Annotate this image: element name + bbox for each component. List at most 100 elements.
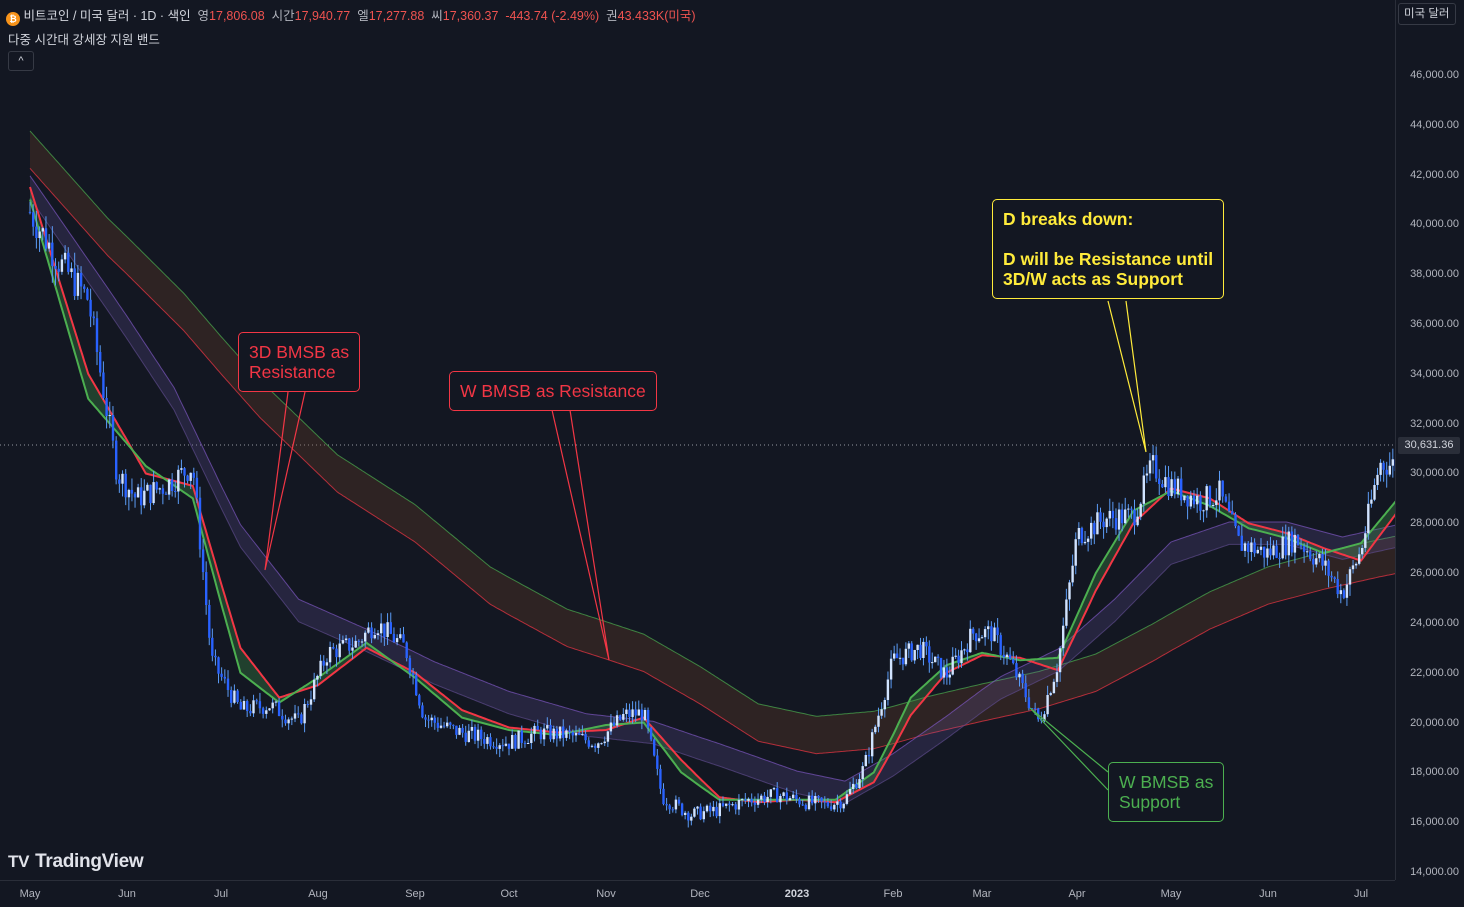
candle-body xyxy=(465,733,467,742)
candle-body xyxy=(80,273,82,287)
candle-body xyxy=(468,731,470,742)
candle-body xyxy=(975,634,977,642)
candle-body xyxy=(143,491,145,506)
candle-body xyxy=(51,243,53,266)
candle-body xyxy=(517,731,519,749)
candle-body xyxy=(524,743,526,744)
candle-body xyxy=(928,646,930,662)
candle-body xyxy=(1143,476,1145,504)
candle-body xyxy=(1081,528,1083,543)
candle-body xyxy=(533,726,535,734)
candle-body xyxy=(495,747,497,749)
candle-body xyxy=(858,779,860,788)
candle-body xyxy=(940,658,942,678)
candle-body xyxy=(471,727,473,731)
candle-body xyxy=(146,485,148,491)
indicator-title[interactable]: 다중 시간대 강세장 지원 밴드 xyxy=(8,29,160,48)
candle-body xyxy=(1386,470,1388,475)
candle-body xyxy=(610,723,612,732)
candle-body xyxy=(211,638,213,656)
candle-body xyxy=(217,657,219,673)
candle-body xyxy=(1352,565,1354,569)
chevron-up-icon[interactable]: ^ xyxy=(8,51,34,71)
candle-body xyxy=(70,268,72,272)
time-axis-label: Dec xyxy=(690,888,710,900)
candle-body xyxy=(345,639,347,641)
candle-body xyxy=(443,726,445,727)
symbol-title[interactable]: 비트코인 / 미국 달러 · 1D · 색인 xyxy=(23,9,190,23)
candle-body xyxy=(722,803,724,806)
candle-body xyxy=(67,253,69,272)
candle-body xyxy=(1046,695,1048,714)
note-d-breakdown[interactable]: D breaks down: D will be Resistance unti… xyxy=(992,199,1224,299)
candle-body xyxy=(1225,497,1227,502)
price-axis-label: 44,000.00 xyxy=(1410,119,1459,131)
candle-body xyxy=(1093,523,1095,534)
time-axis-label: Sep xyxy=(405,888,425,900)
candle-body xyxy=(177,470,179,492)
candle-body xyxy=(1318,554,1320,558)
candle-body xyxy=(1059,648,1061,672)
price-axis-label: 20,000.00 xyxy=(1410,717,1459,729)
open-label: 영 xyxy=(198,9,210,23)
candle-body xyxy=(1124,510,1126,524)
candle-body xyxy=(839,802,841,809)
candle-body xyxy=(681,804,683,815)
currency-button[interactable]: 미국 달러 xyxy=(1398,3,1456,25)
candle-body xyxy=(665,804,667,805)
price-chart-plot[interactable] xyxy=(0,0,1395,880)
candle-body xyxy=(1361,548,1363,554)
time-axis-label: Aug xyxy=(308,888,328,900)
candle-body xyxy=(262,708,264,714)
candle-body xyxy=(171,480,173,492)
candle-body xyxy=(393,634,395,642)
candle-body xyxy=(1177,479,1179,495)
candle-body xyxy=(348,639,350,651)
candle-body xyxy=(817,796,819,798)
close-value: 17,360.37 xyxy=(443,9,499,23)
candle-body xyxy=(477,730,479,741)
candle-body xyxy=(607,731,609,741)
note-line: Support xyxy=(1119,792,1213,812)
candle-body xyxy=(1012,659,1014,663)
candle-body xyxy=(1330,576,1332,578)
candle-body xyxy=(42,228,44,231)
time-axis-label: May xyxy=(1161,888,1182,900)
candle-body xyxy=(914,650,916,660)
candle-body xyxy=(1102,522,1104,527)
note-d-pointer xyxy=(1108,301,1146,452)
candle-body xyxy=(600,743,602,744)
candle-body xyxy=(578,733,580,735)
candle-body xyxy=(1209,486,1211,505)
price-axis-label: 22,000.00 xyxy=(1410,667,1459,679)
time-axis-label: Jun xyxy=(118,888,136,900)
candle-body xyxy=(342,640,344,643)
candle-body xyxy=(1272,546,1274,556)
candle-body xyxy=(1278,558,1280,559)
candle-body xyxy=(754,802,756,804)
candle-body xyxy=(332,647,334,649)
candle-body xyxy=(152,482,154,503)
candle-body xyxy=(635,709,637,715)
candle-body xyxy=(877,716,879,727)
note-w-resistance[interactable]: W BMSB as Resistance xyxy=(449,371,657,411)
candle-body xyxy=(706,806,708,812)
candle-body xyxy=(1392,459,1394,465)
candle-body xyxy=(887,680,889,701)
candle-body xyxy=(1215,500,1217,505)
candle-body xyxy=(1065,600,1067,626)
candle-body xyxy=(1285,537,1287,556)
candle-body xyxy=(115,441,117,480)
candle-body xyxy=(511,735,513,749)
candle-body xyxy=(678,800,680,804)
candle-body xyxy=(156,482,158,490)
candle-body xyxy=(205,572,207,605)
candle-body xyxy=(565,730,567,738)
candle-body xyxy=(530,734,532,743)
candle-body xyxy=(978,638,980,641)
candle-body xyxy=(278,702,280,716)
